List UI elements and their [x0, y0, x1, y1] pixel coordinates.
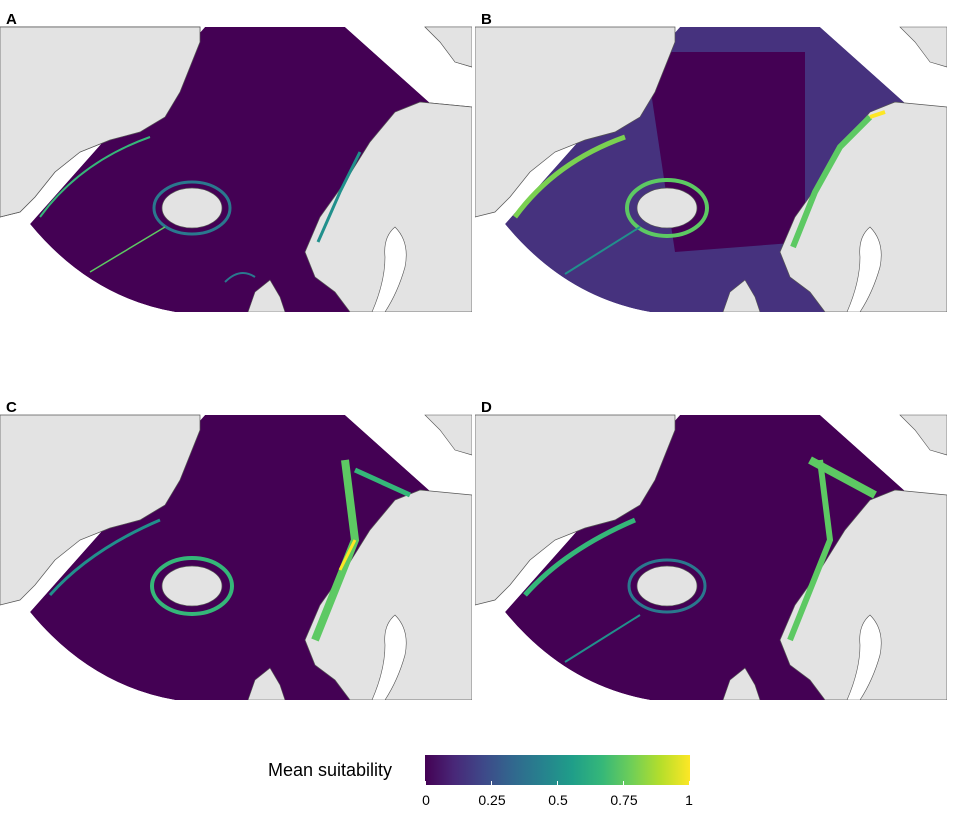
map-d-svg: D — [475, 400, 947, 700]
legend-tick-mark — [689, 781, 690, 785]
legend-title: Mean suitability — [268, 760, 393, 780]
map-panel-d: D — [475, 400, 947, 700]
map-panel-c: C — [0, 400, 472, 700]
legend-tick-mark — [557, 781, 558, 785]
map-b-svg: B — [475, 12, 947, 312]
panel-label-d: D — [481, 400, 492, 416]
legend-tick-label: 0.75 — [610, 792, 638, 808]
map-panel-a: A — [0, 12, 472, 312]
legend-colorbar — [425, 755, 690, 785]
map-panel-b: B — [475, 12, 947, 312]
legend-tick-mark — [425, 781, 426, 785]
legend-tick-label: 1 — [685, 792, 693, 808]
legend-tick-label: 0.25 — [478, 792, 506, 808]
legend-tick-mark — [491, 781, 492, 785]
panel-label-b: B — [481, 12, 492, 28]
map-c-svg: C — [0, 400, 472, 700]
map-a-svg: A — [0, 12, 472, 312]
legend-tick-label: 0.5 — [548, 792, 568, 808]
legend-tick-mark — [623, 781, 624, 785]
legend-tick-label: 0 — [422, 792, 430, 808]
panel-label-c: C — [6, 400, 17, 416]
legend: Mean suitability 0 0.25 0.5 0.75 1 — [265, 755, 705, 810]
panel-label-a: A — [6, 12, 17, 28]
